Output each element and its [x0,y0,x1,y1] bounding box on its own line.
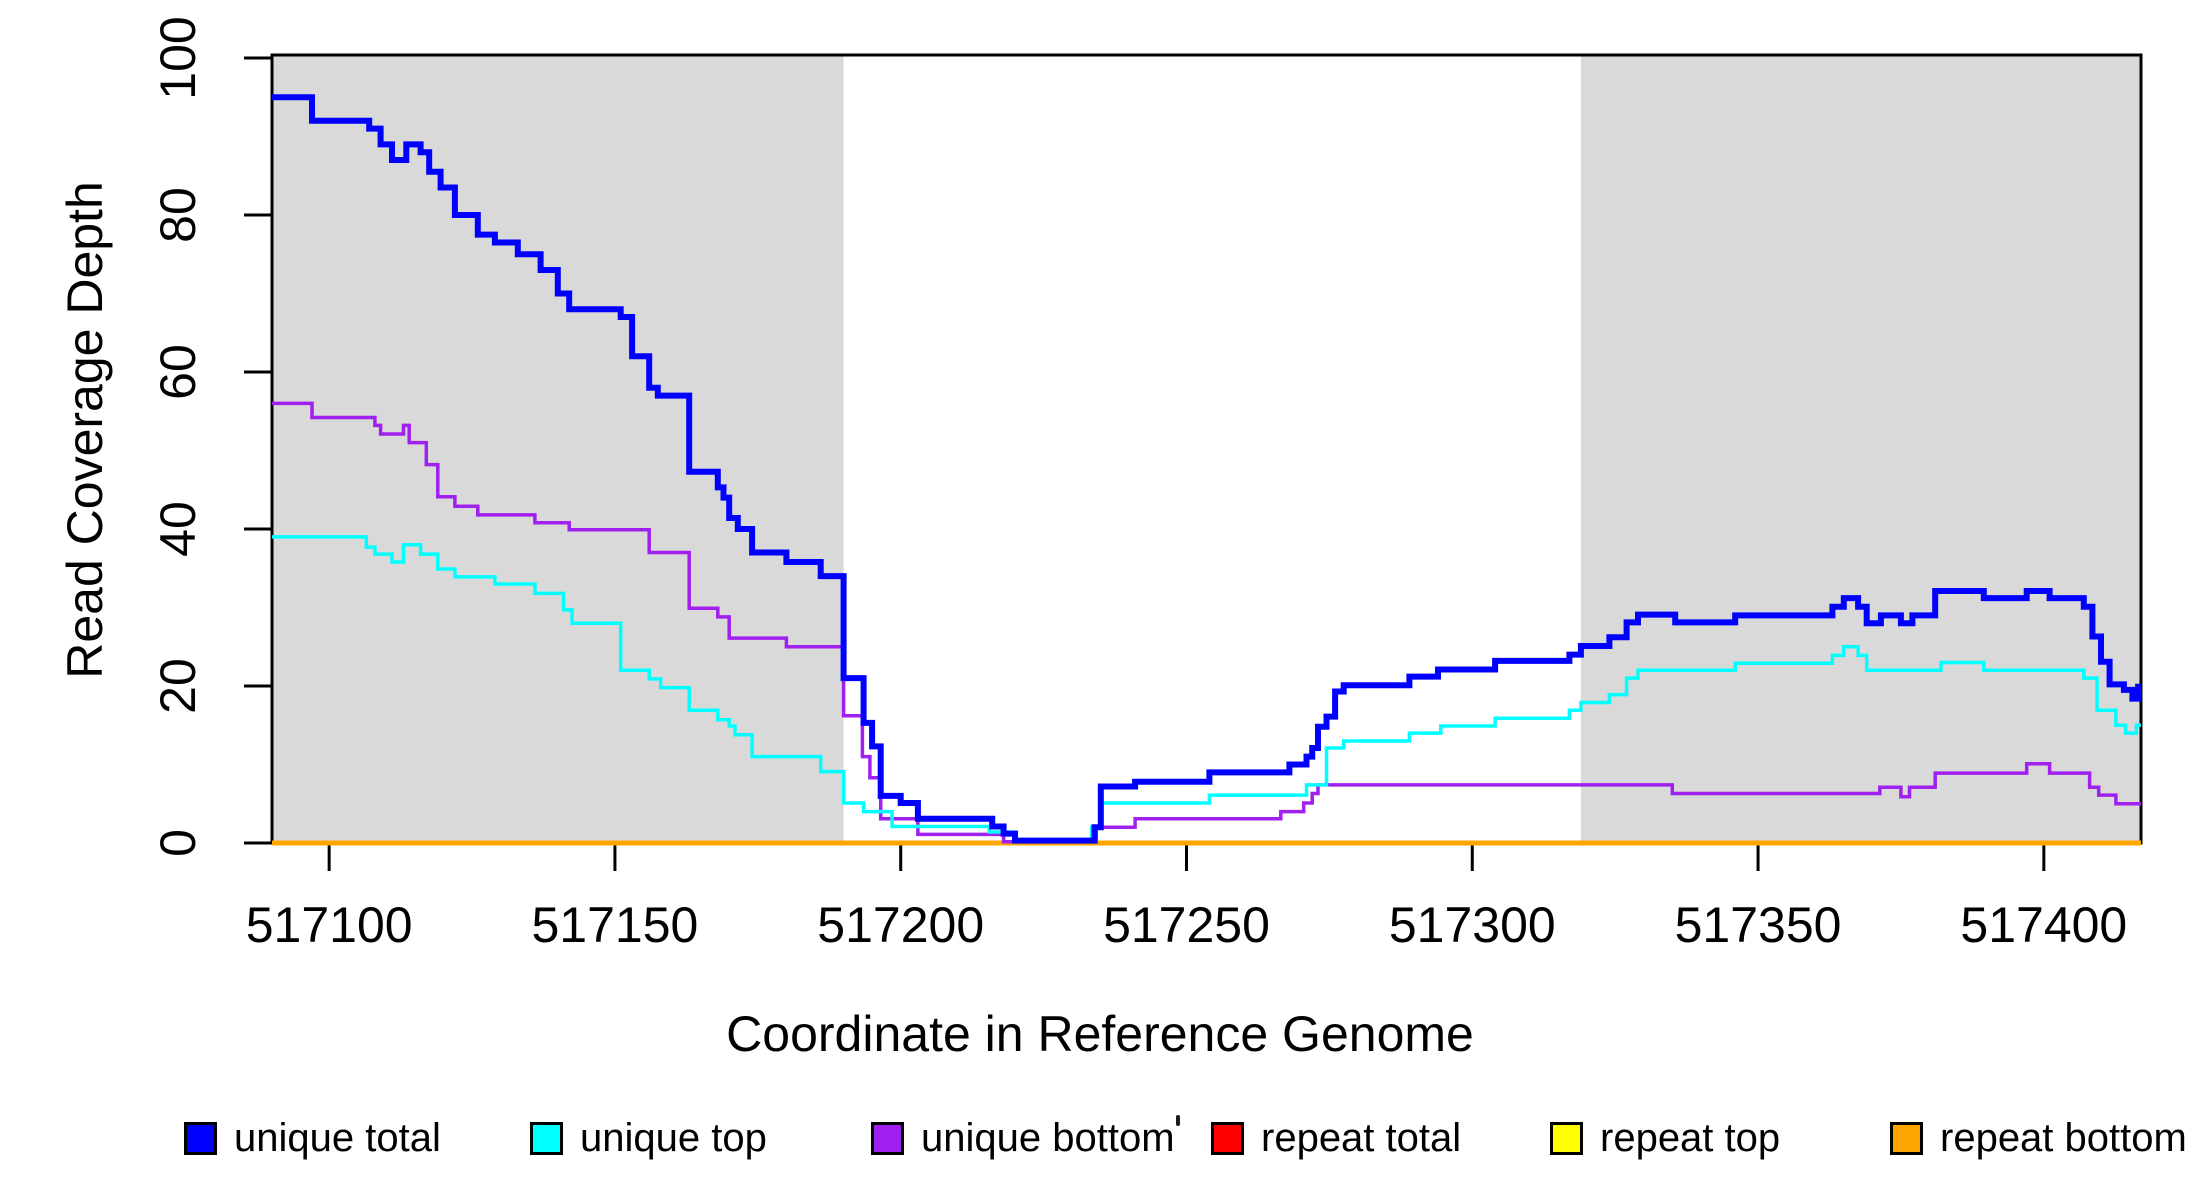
legend-label-repeat-bottom: repeat bottom [1940,1116,2187,1160]
legend-swatch-unique-top [530,1121,563,1155]
legend-item-repeat-top: repeat top [1550,1118,1780,1158]
x-tick-label: 517350 [1675,897,1842,953]
legend-label-unique-bottom: unique bottom [921,1116,1175,1160]
x-tick-label: 517250 [1103,897,1270,953]
legend-label-repeat-top: repeat top [1600,1116,1781,1160]
y-tick-label: 80 [150,187,206,243]
series-line-unique-bottom [272,401,2141,844]
y-tick-label: 40 [150,501,206,557]
legend-item-unique-top: unique top [530,1118,767,1158]
stray-mark [1176,1115,1180,1126]
x-tick-label: 517300 [1389,897,1556,953]
legend-item-repeat-total: repeat total [1211,1118,1461,1158]
x-tick-label: 517400 [1960,897,2127,953]
y-tick-label: 20 [150,658,206,714]
legend-label-unique-total: unique total [234,1116,441,1160]
x-tick-label: 517100 [246,897,413,953]
legend-label-unique-top: unique top [580,1116,767,1160]
series-line-unique-total [272,94,2142,844]
y-axis-title: Read Coverage Depth [57,181,113,679]
legend-swatch-unique-bottom [871,1121,904,1155]
shaded-region-2 [1580,55,2141,843]
x-tick-label: 517150 [532,897,699,953]
shaded-region-1 [272,55,844,843]
legend-swatch-repeat-top [1550,1121,1583,1155]
legend-item-unique-total: unique total [184,1118,441,1158]
x-tick-label: 517200 [817,897,984,953]
legend-swatch-repeat-bottom [1890,1121,1923,1155]
legend-item-unique-bottom: unique bottom [871,1118,1175,1158]
legend-swatch-unique-total [184,1121,217,1155]
legend-label-repeat-total: repeat total [1261,1116,1462,1160]
x-axis-title: Coordinate in Reference Genome [726,1006,1474,1062]
legend-item-repeat-bottom: repeat bottom [1890,1118,2187,1158]
legend-swatch-repeat-total [1211,1121,1244,1155]
y-tick-label: 0 [150,829,206,857]
y-tick-label: 100 [150,16,206,99]
y-tick-label: 60 [150,344,206,400]
legend: unique total unique top unique bottom re… [0,1118,2200,1162]
